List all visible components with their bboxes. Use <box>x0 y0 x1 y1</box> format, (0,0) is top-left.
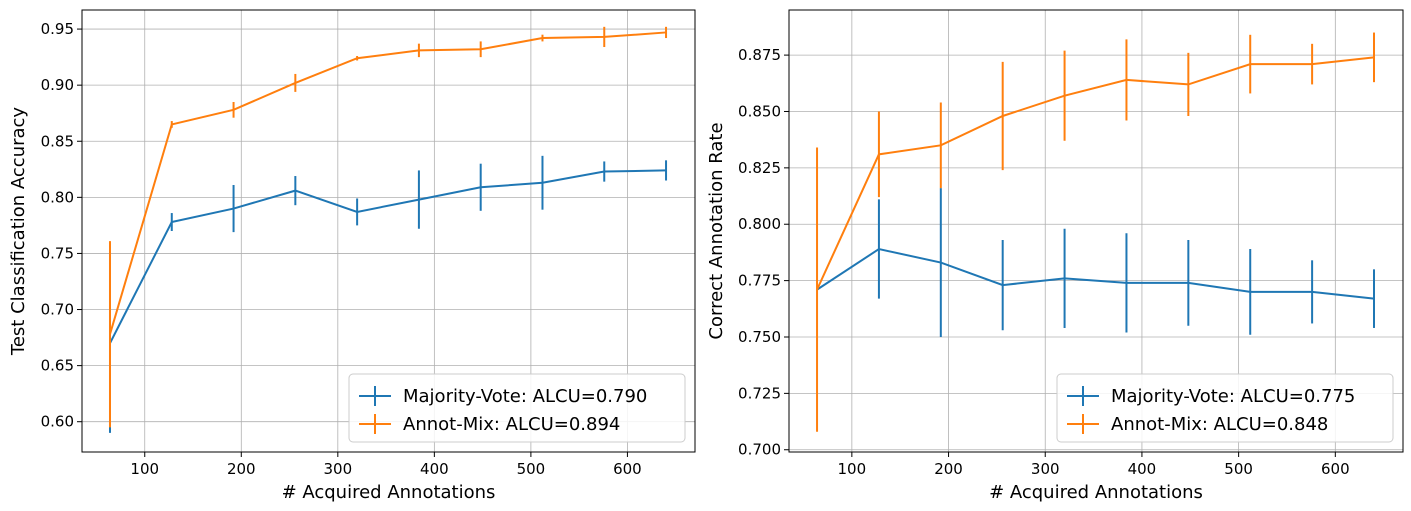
y-tick-label: 0.95 <box>41 20 74 38</box>
y-tick-label: 0.75 <box>41 244 74 262</box>
legend-label: Annot-Mix: ALCU=0.894 <box>403 414 620 435</box>
x-tick-label: 300 <box>323 460 352 478</box>
chart-correct-annotation-rate: 100 200 300 400 500 600 0.700 0.725 0.750 0.775 0.… <box>706 9 1404 503</box>
y-tick-label: 0.65 <box>41 357 74 375</box>
series-line <box>816 56 1375 291</box>
y-tick-label: 0.725 <box>738 384 781 402</box>
x-tick-label: 100 <box>838 460 867 478</box>
legend-entry: Annot-Mix: ALCU=0.848 <box>1067 414 1328 435</box>
y-tick-label: 0.775 <box>738 272 781 290</box>
y-tick-label: 0.875 <box>738 46 781 64</box>
legend-entry: Majority-Vote: ALCU=0.790 <box>359 386 647 407</box>
y-tick-label: 0.85 <box>41 132 74 150</box>
x-tick-label: 500 <box>517 460 546 478</box>
x-tick-label: 200 <box>227 460 256 478</box>
y-axis-label: Correct Annotation Rate <box>706 122 727 339</box>
x-tick-label: 600 <box>1321 460 1350 478</box>
y-tick-label: 0.70 <box>41 301 74 319</box>
series-0 <box>816 188 1375 337</box>
series-line <box>109 31 667 335</box>
x-tick-label: 200 <box>934 460 963 478</box>
x-tick-label: 600 <box>613 460 642 478</box>
x-tick-label: 500 <box>1224 460 1253 478</box>
legend-entry: Annot-Mix: ALCU=0.894 <box>359 414 620 435</box>
y-tick-label: 0.750 <box>738 328 781 346</box>
y-tick-label: 0.825 <box>738 159 781 177</box>
x-tick-label: 400 <box>420 460 449 478</box>
legend-label: Majority-Vote: ALCU=0.775 <box>1111 386 1355 407</box>
legend-box <box>1056 373 1394 443</box>
y-axis-label: Test Classification Accuracy <box>8 107 29 357</box>
legend: Majority-Vote: ALCU=0.775 Annot-Mix: ALCU… <box>1056 373 1394 443</box>
series-1 <box>108 26 668 428</box>
y-tick-label: 0.850 <box>738 102 781 120</box>
legend-label: Annot-Mix: ALCU=0.848 <box>1111 414 1328 435</box>
y-tick-label: 0.700 <box>738 441 781 459</box>
chart-test-accuracy: 100 200 300 400 500 600 0.60 0.65 0.70 0.75 0.80 0.… <box>8 9 696 503</box>
y-tick-label: 0.90 <box>41 76 74 94</box>
legend: Majority-Vote: ALCU=0.790 Annot-Mix: ALCU… <box>348 373 686 443</box>
axes-frame <box>81 9 696 453</box>
x-tick-label: 400 <box>1128 460 1157 478</box>
legend-box <box>348 373 686 443</box>
x-tick-label: 300 <box>1031 460 1060 478</box>
y-tick-label: 0.800 <box>738 215 781 233</box>
series-line <box>816 247 1375 300</box>
axes-frame <box>788 9 1404 453</box>
x-tick-label: 100 <box>130 460 159 478</box>
series-1 <box>816 32 1375 432</box>
legend-entry: Majority-Vote: ALCU=0.775 <box>1067 386 1355 407</box>
y-tick-label: 0.80 <box>41 188 74 206</box>
x-axis-label: # Acquired Annotations <box>989 482 1203 503</box>
series-line <box>109 169 667 344</box>
y-tick-label: 0.60 <box>41 413 74 431</box>
legend-label: Majority-Vote: ALCU=0.790 <box>403 386 647 407</box>
x-axis-label: # Acquired Annotations <box>282 482 496 503</box>
